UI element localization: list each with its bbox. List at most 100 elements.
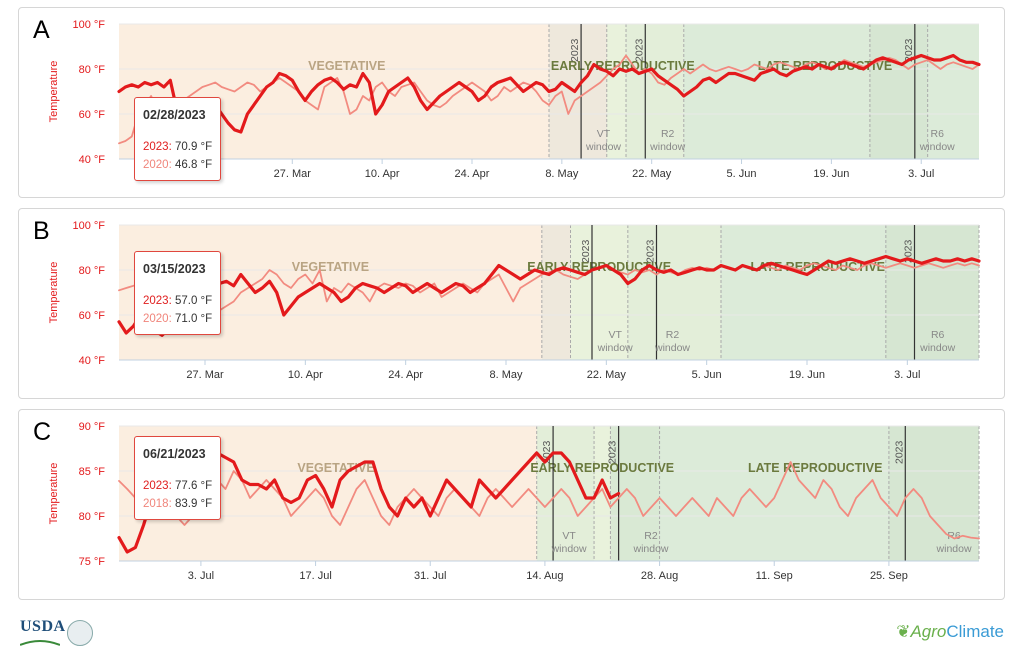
window-label-sub: window <box>654 342 690 354</box>
panel-label-c: C <box>33 418 52 446</box>
series-line-2023 <box>117 254 981 337</box>
y-tick-label: 40 °F <box>79 355 106 367</box>
y-tick-label: 100 °F <box>72 19 105 31</box>
x-tick-label: 25. Sep <box>870 570 908 582</box>
agroclimate-logo[interactable]: ❦AgroClimate <box>896 622 1004 642</box>
tooltip-key-1: 2023 <box>143 295 169 307</box>
tooltip-date: 03/15/2023 <box>143 262 206 276</box>
y-axis-title: Temperature <box>48 61 60 123</box>
window-label-title: R6 <box>931 128 945 140</box>
stage-label: EARLY REPRODUCTIVE <box>530 461 674 475</box>
window-label-title: VT <box>608 329 622 341</box>
y-tick-label: 80 °F <box>79 64 106 76</box>
window-label-title: R2 <box>644 530 658 542</box>
y-tick-label: 90 °F <box>79 421 106 433</box>
window-label-sub: window <box>936 543 972 555</box>
series-line-2023 <box>117 53 981 134</box>
stage-marker-label: 2023 <box>607 440 619 464</box>
stage-marker-label: 2023 <box>580 239 592 263</box>
x-tick-label: 24. Apr <box>388 369 423 381</box>
x-tick-label: 3. Jul <box>188 570 214 582</box>
tooltip-date: 06/21/2023 <box>143 447 206 461</box>
window-label-sub: window <box>919 342 955 354</box>
leaf-icon: ❦ <box>896 622 911 641</box>
tooltip-c: 06/21/2023 2023: 77.6 °F 2018: 83.9 °F <box>134 436 222 520</box>
window-label-title: R2 <box>661 128 675 140</box>
x-tick-label: 10. Apr <box>365 168 400 180</box>
window-label-sub: window <box>585 141 621 153</box>
panel-label-b: B <box>33 217 50 245</box>
window-band-0 <box>549 24 607 159</box>
x-tick-label: 5. Jun <box>692 369 722 381</box>
chart-a: 40 °F 60 °F 80 °F 100 °F Temperature VEGETATI… <box>48 19 981 180</box>
x-tick-label: 24. Apr <box>455 168 490 180</box>
chart-panel-a: A 40 °F 60 °F 80 °F 100 °F Temperature VEGETA… <box>18 7 1005 198</box>
window-label-title: R6 <box>931 329 945 341</box>
y-tick-label: 40 °F <box>79 154 106 166</box>
chart-panel-c: C 75 °F 80 °F 85 °F 90 °F Temperature VEGETAT… <box>18 409 1005 600</box>
tooltip-value-2: 83.9 °F <box>174 498 213 510</box>
tooltip-date: 02/28/2023 <box>143 108 206 122</box>
stage-label: VEGETATIVE <box>292 260 369 274</box>
tooltip-key-2: 2020 <box>143 313 169 325</box>
y-tick-label: 60 °F <box>79 109 106 121</box>
x-tick-label: 22. May <box>632 168 672 180</box>
series-line-2020 <box>118 262 980 312</box>
chart-panel-b: B 40 °F 60 °F 80 °F 100 °F Temperature VEGETA… <box>18 208 1005 399</box>
tooltip-key-2: 2020 <box>143 159 169 171</box>
tooltip-value-1: 77.6 °F <box>174 480 213 492</box>
x-tick-label: 17. Jul <box>299 570 331 582</box>
stage-marker-label: 2023 <box>633 38 645 62</box>
stage-label: VEGETATIVE <box>308 59 385 73</box>
tooltip-key-1: 2023 <box>143 141 169 153</box>
y-tick-label: 60 °F <box>79 310 106 322</box>
stage-label: LATE REPRODUCTIVE <box>748 461 883 475</box>
usda-logo-swoosh <box>19 640 61 646</box>
tooltip-a: 02/28/2023 2023: 70.9 °F 2020: 46.8 °F <box>134 97 222 181</box>
x-tick-label: 3. Jul <box>894 369 920 381</box>
tooltip-key-2: 2018 <box>143 498 169 510</box>
window-label-sub: window <box>597 342 633 354</box>
x-tick-label: 8. May <box>489 369 523 381</box>
window-band-2 <box>885 225 979 360</box>
stage-marker-label: 2023 <box>893 440 905 464</box>
window-label-title: VT <box>597 128 611 140</box>
usda-logo-text: USDA <box>20 618 66 635</box>
window-label-title: R6 <box>947 530 961 542</box>
agroclimate-logo-suffix: Climate <box>946 622 1004 641</box>
x-tick-label: 10. Apr <box>288 369 323 381</box>
x-tick-label: 31. Jul <box>414 570 446 582</box>
x-tick-label: 5. Jun <box>727 168 757 180</box>
y-tick-label: 75 °F <box>79 556 106 568</box>
tooltip-key-1: 2023 <box>143 480 169 492</box>
y-tick-label: 85 °F <box>79 466 106 478</box>
y-tick-label: 100 °F <box>72 220 105 232</box>
x-tick-label: 8. May <box>545 168 579 180</box>
window-label-title: R2 <box>666 329 680 341</box>
y-tick-label: 80 °F <box>79 511 106 523</box>
window-label-sub: window <box>551 543 587 555</box>
window-label-title: VT <box>562 530 576 542</box>
y-tick-label: 80 °F <box>79 265 106 277</box>
agroclimate-logo-prefix: Agro <box>910 622 947 641</box>
x-tick-label: 27. Mar <box>274 168 312 180</box>
university-seal-icon <box>67 620 93 646</box>
tooltip-b: 03/15/2023 2023: 57.0 °F 2020: 71.0 °F <box>134 251 222 335</box>
x-tick-label: 28. Aug <box>641 570 678 582</box>
window-band-0 <box>541 225 571 360</box>
tooltip-value-1: 57.0 °F <box>174 295 213 307</box>
stage-marker-label: 2023 <box>645 239 657 263</box>
tooltip-value-1: 70.9 °F <box>174 141 213 153</box>
y-axis-title: Temperature <box>48 262 60 324</box>
window-band-2 <box>888 426 979 561</box>
stage-marker-label: 2023 <box>903 38 915 62</box>
window-label-sub: window <box>649 141 685 153</box>
stage-marker-label: 2023 <box>569 38 581 62</box>
x-tick-label: 22. May <box>587 369 627 381</box>
y-axis-title: Temperature <box>48 463 60 525</box>
window-band-2 <box>869 24 928 159</box>
window-label-sub: window <box>632 543 668 555</box>
x-tick-label: 19. Jun <box>813 168 849 180</box>
window-band-1 <box>626 24 684 159</box>
x-tick-label: 27. Mar <box>186 369 224 381</box>
